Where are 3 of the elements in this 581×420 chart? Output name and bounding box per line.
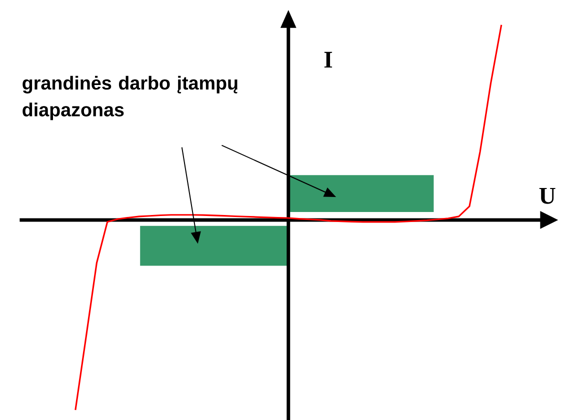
x-axis-title: U bbox=[539, 188, 556, 204]
y-axis-title: I bbox=[324, 52, 332, 68]
annotation: grandinės darbo įtampų diapazonas bbox=[22, 76, 238, 120]
